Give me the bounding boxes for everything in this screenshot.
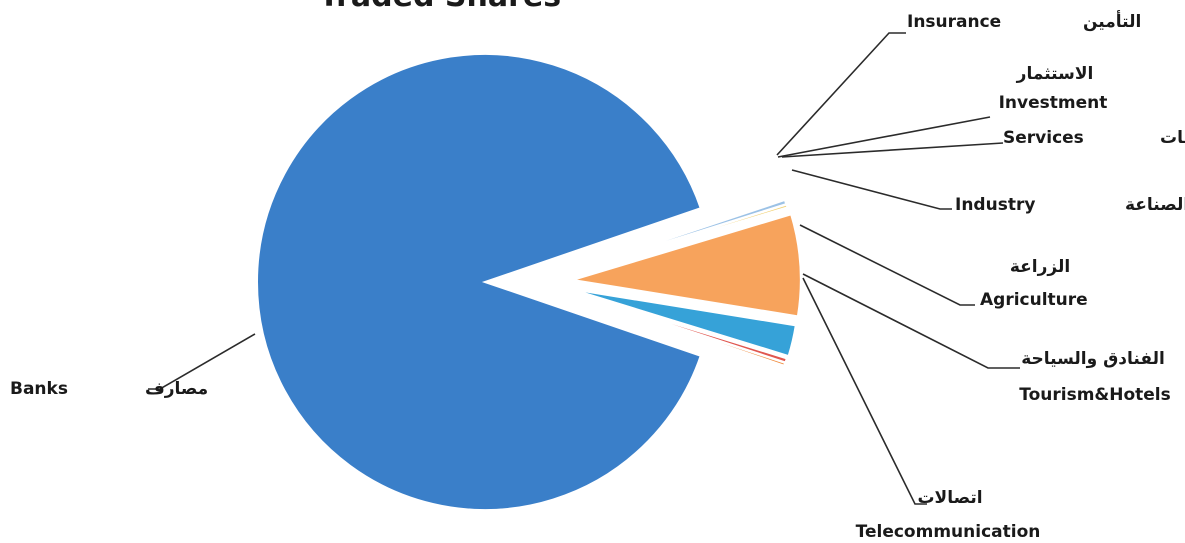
chart-title: Traded Shares	[319, 0, 561, 14]
pie-slice-agriculture	[568, 203, 789, 274]
label-industry-en: Industry	[955, 195, 1035, 215]
pie-slices	[255, 53, 802, 511]
leader-lines	[148, 32, 1020, 505]
label-investment-en: Investment	[999, 93, 1108, 113]
leader-line-tourism	[802, 273, 1020, 369]
pie-slice-industry	[572, 213, 802, 318]
pie-slice-banks	[255, 53, 702, 511]
label-agriculture-ar: الزراعة	[1010, 257, 1070, 277]
leader-line-industry	[791, 169, 952, 210]
label-banks-ar: مصارف	[145, 379, 208, 399]
label-investment-ar: الاستثمار	[1016, 64, 1094, 84]
leader-line-agriculture	[799, 224, 975, 306]
label-services-ar: الخدمات	[1160, 128, 1185, 148]
label-telecom-ar: اتصالات	[917, 488, 982, 508]
leader-line-insurance	[776, 32, 906, 156]
label-insurance-ar: التأمين	[1083, 10, 1141, 32]
label-tourism-en: Tourism&Hotels	[1019, 385, 1171, 405]
label-industry-ar: الصناعة	[1125, 195, 1185, 215]
label-tourism-ar: الفنادق والسياحة	[1021, 349, 1165, 369]
label-banks-en: Banks	[10, 379, 68, 399]
label-insurance-en: Insurance	[907, 12, 1001, 32]
leader-line-services	[781, 142, 1004, 158]
leader-line-banks	[148, 333, 256, 390]
slice-labels: Insurance التأمين الاستثمار Investment S…	[10, 10, 1185, 542]
label-services-en: Services	[1003, 128, 1084, 148]
label-agriculture-en: Agriculture	[980, 290, 1088, 310]
label-telecom-en: Telecommunication	[856, 522, 1041, 542]
leader-line-investment	[777, 116, 991, 158]
leader-line-telecom	[802, 277, 927, 505]
pie-slice-services	[570, 288, 797, 358]
pie-slice-insurance	[568, 290, 787, 367]
